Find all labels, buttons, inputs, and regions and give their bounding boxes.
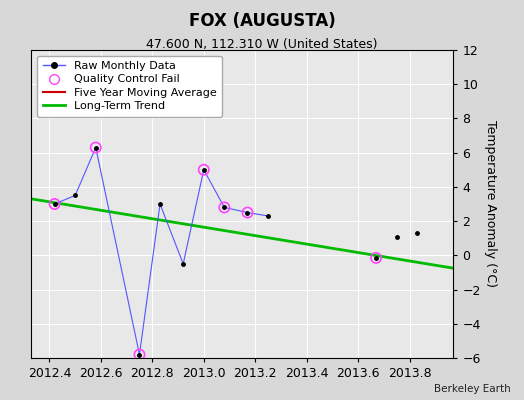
Point bbox=[220, 204, 228, 211]
Point bbox=[135, 351, 144, 358]
Text: FOX (AUGUSTA): FOX (AUGUSTA) bbox=[189, 12, 335, 30]
Point bbox=[92, 144, 100, 151]
Text: Berkeley Earth: Berkeley Earth bbox=[434, 384, 511, 394]
Y-axis label: Temperature Anomaly (°C): Temperature Anomaly (°C) bbox=[484, 120, 497, 288]
Point bbox=[50, 201, 59, 207]
Point bbox=[200, 166, 208, 173]
Point bbox=[372, 255, 380, 261]
Legend: Raw Monthly Data, Quality Control Fail, Five Year Moving Average, Long-Term Tren: Raw Monthly Data, Quality Control Fail, … bbox=[37, 56, 222, 117]
Text: 47.600 N, 112.310 W (United States): 47.600 N, 112.310 W (United States) bbox=[146, 38, 378, 51]
Point bbox=[243, 209, 252, 216]
